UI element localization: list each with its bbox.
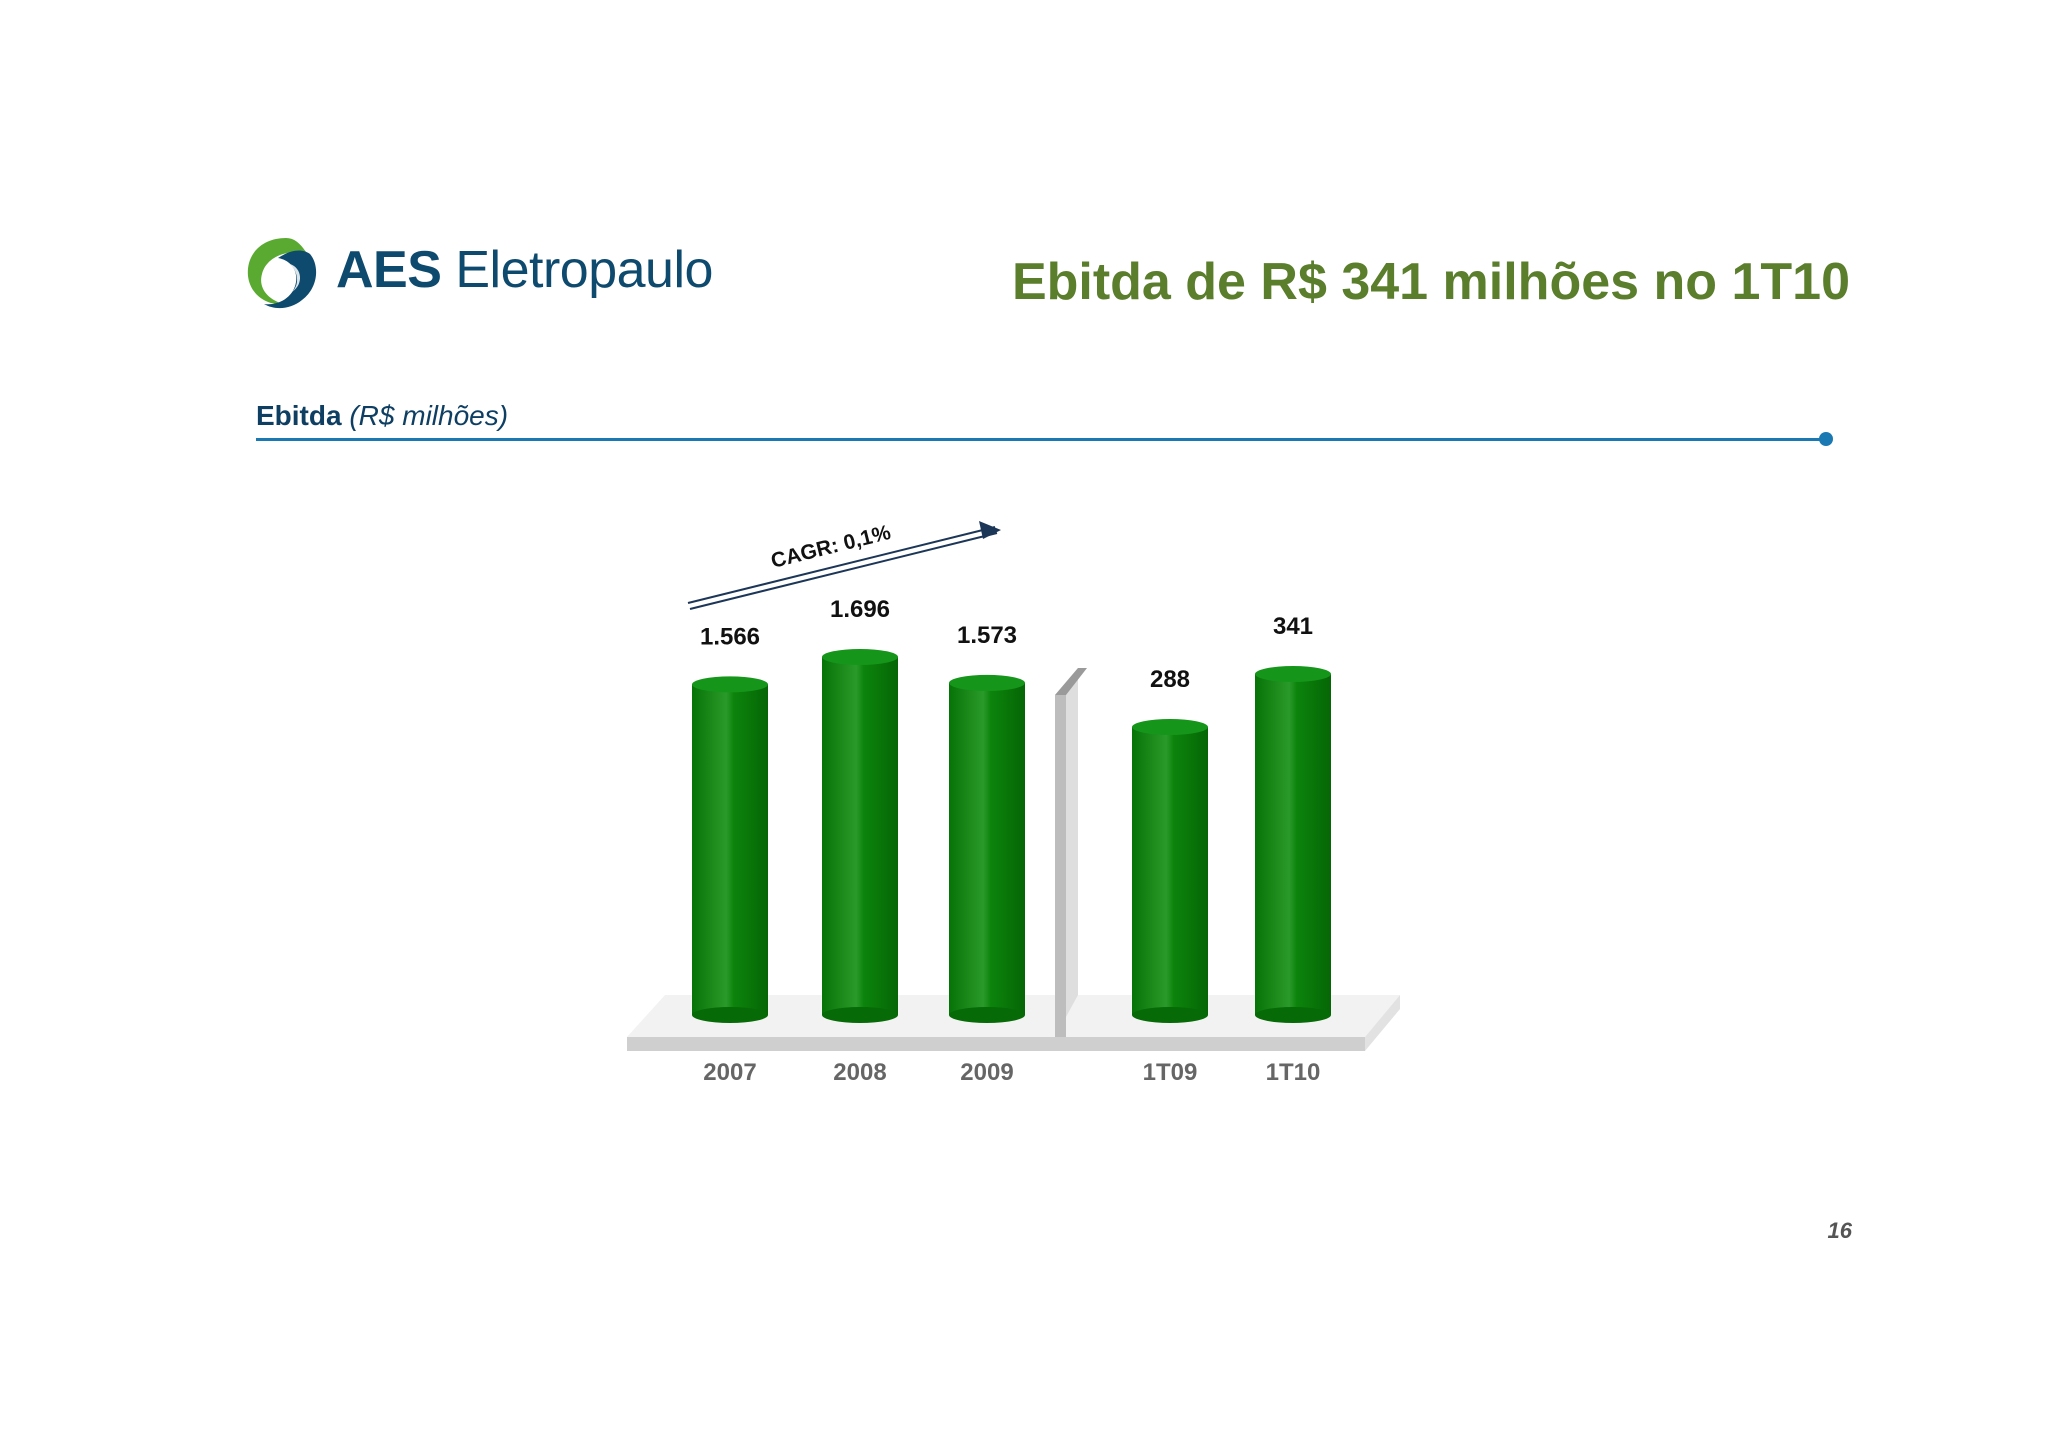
section-rule-dot [1819, 432, 1833, 446]
group-divider-top [1055, 668, 1087, 695]
section-unit: (R$ milhões) [349, 400, 509, 431]
value-label-2007: 1.566 [700, 623, 760, 650]
bar-cap-1t09 [1132, 719, 1208, 735]
group-divider-edge [1055, 695, 1066, 1037]
bar-1t09 [1132, 727, 1208, 1015]
ebitda-bar-chart: CAGR: 0,1% 1.566 2007 1.696 2008 1.573 2009 28… [627, 521, 1400, 1086]
section-rule [256, 438, 1826, 441]
bar-cap-2009 [949, 674, 1025, 691]
cagr-label: CAGR: 0,1% [769, 521, 894, 573]
chart-floor-edge [627, 1037, 1365, 1051]
page-number: 16 [1827, 1218, 1852, 1243]
bar-base-2009 [949, 1007, 1025, 1023]
category-label-2007: 2007 [703, 1059, 756, 1086]
logo-text-aes: AES [336, 241, 442, 299]
bar-cap-2007 [692, 676, 768, 693]
slide-title: Ebitda de R$ 341 milhões no 1T10 [1011, 253, 1850, 311]
bar-2009 [949, 682, 1025, 1015]
logo-text-eletropaulo: Eletropaulo [441, 241, 713, 299]
category-label-2008: 2008 [833, 1059, 886, 1086]
value-label-2008: 1.696 [830, 596, 890, 623]
bar-1t10 [1255, 674, 1331, 1015]
bar-cap-1t10 [1255, 666, 1331, 682]
bar-base-1t10 [1255, 1007, 1331, 1023]
value-label-2009: 1.573 [957, 622, 1017, 649]
bar-base-2008 [822, 1007, 898, 1023]
category-label-1t10: 1T10 [1266, 1059, 1321, 1086]
bar-base-2007 [692, 1007, 768, 1023]
section-label: Ebitda [256, 400, 342, 431]
category-label-1t09: 1T09 [1143, 1059, 1198, 1086]
chart-floor-side [1365, 995, 1400, 1051]
section-header: Ebitda (R$ milhões) [256, 400, 508, 432]
bar-base-1t09 [1132, 1007, 1208, 1023]
cagr-arrow [687, 521, 1001, 610]
bar-2008 [822, 656, 898, 1015]
category-label-2009: 2009 [960, 1059, 1013, 1086]
bar-2007 [692, 684, 768, 1015]
aes-eletropaulo-logo: AES Eletropaulo [244, 234, 744, 314]
value-label-1t09: 288 [1150, 666, 1190, 693]
value-label-1t10: 341 [1273, 613, 1313, 640]
bar-cap-2008 [822, 648, 898, 665]
logo-swoosh-icon [247, 238, 317, 309]
